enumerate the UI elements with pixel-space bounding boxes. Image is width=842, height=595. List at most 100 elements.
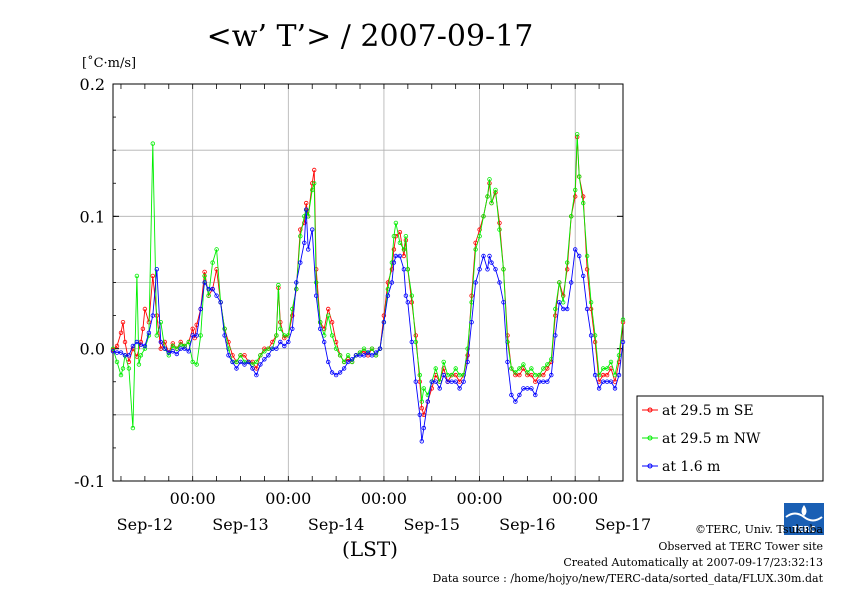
data-point: [612, 372, 618, 378]
legend-label: at 29.5 m SE: [662, 403, 754, 419]
created-text: Created Automatically at 2007-09-17/23:3…: [563, 556, 823, 569]
data-point: [513, 370, 518, 375]
data-point: [501, 300, 506, 305]
data-point: [588, 333, 594, 338]
data-point: [274, 346, 279, 351]
data-point: [120, 320, 126, 325]
series-line: [112, 209, 624, 442]
data-point: [114, 343, 120, 349]
data-point: [329, 320, 335, 325]
data-point: [118, 372, 124, 378]
data-point: [513, 372, 518, 378]
x-tick-date-label: Sep-15: [404, 515, 460, 534]
data-point: [497, 227, 502, 232]
data-point: [226, 339, 231, 345]
x-tick-date-label: Sep-16: [499, 515, 555, 534]
data-point: [182, 343, 187, 349]
y-tick-label: 0.0: [80, 340, 105, 359]
data-point: [565, 306, 570, 312]
data-point: [457, 386, 462, 391]
data-point: [401, 267, 407, 272]
data-point: [226, 346, 231, 351]
x-tick-date-label: Sep-13: [212, 515, 268, 534]
data-point: [194, 362, 199, 367]
data-point: [369, 346, 375, 351]
legend-swatch-marker: [647, 407, 653, 413]
data-point: [465, 353, 470, 358]
observed-text: Observed at TERC Tower site: [658, 540, 823, 553]
data-point: [573, 247, 578, 252]
y-tick-label: 0.1: [80, 207, 105, 226]
data-point: [341, 366, 347, 371]
data-point: [238, 359, 243, 365]
data-point: [274, 333, 279, 338]
terc-logo: TERC: [784, 503, 824, 535]
data-point: [441, 372, 446, 378]
data-point: [377, 346, 383, 351]
data-point: [298, 233, 303, 239]
x-axis-ticks: 00:00 00:00 00:00 00:00 00:00 Sep-12 Sep-13 Sep…: [117, 84, 651, 534]
data-point: [441, 359, 446, 365]
data-point: [254, 359, 259, 365]
data-point: [469, 320, 474, 325]
data-point: [138, 342, 144, 347]
data-point: [421, 386, 426, 391]
data-point: [226, 353, 231, 358]
data-point: [493, 187, 498, 193]
data-point: [505, 339, 510, 345]
data-point: [122, 339, 128, 345]
data-point: [533, 379, 538, 384]
data-point: [162, 346, 167, 351]
data-point: [433, 379, 438, 384]
data-point: [312, 181, 317, 186]
data-point: [262, 349, 267, 354]
data-point: [417, 372, 422, 378]
data-point: [525, 386, 530, 391]
data-point: [218, 300, 223, 305]
data-point: [234, 366, 239, 371]
data-point: [616, 353, 622, 358]
data-point: [569, 214, 574, 219]
data-point: [413, 339, 418, 345]
data-point: [298, 227, 303, 232]
data-point: [401, 253, 407, 259]
data-point: [409, 293, 414, 298]
data-point: [485, 267, 490, 272]
x-tick-time-label: 00:00: [265, 489, 311, 508]
data-point: [529, 366, 534, 371]
data-point: [397, 240, 403, 245]
data-point: [600, 372, 606, 378]
data-point: [186, 339, 191, 345]
data-point: [361, 346, 367, 351]
data-point: [333, 372, 339, 378]
data-point: [521, 386, 526, 391]
data-point: [616, 372, 622, 378]
data-point: [278, 339, 283, 345]
data-point: [333, 346, 339, 351]
data-point: [391, 247, 397, 252]
source-text: Data source : /home/hojyo/new/TERC-data/…: [433, 572, 824, 585]
data-point: [365, 350, 371, 355]
data-point: [541, 372, 546, 378]
data-point: [194, 333, 199, 338]
data-point: [549, 372, 554, 378]
data-point: [369, 353, 375, 358]
data-point: [302, 220, 307, 226]
data-point: [329, 370, 335, 375]
data-point: [182, 346, 187, 351]
x-tick-time-label: 00:00: [552, 489, 598, 508]
data-point: [322, 339, 327, 345]
data-point: [391, 260, 397, 265]
data-point: [262, 357, 267, 362]
data-point: [314, 280, 319, 285]
data-point: [425, 399, 430, 404]
data-point: [210, 260, 215, 265]
legend-label: at 1.6 m: [662, 459, 720, 475]
data-point: [521, 362, 526, 367]
legend-box: [636, 395, 824, 482]
series-1: [110, 132, 626, 431]
data-point: [545, 362, 550, 367]
data-point: [198, 306, 203, 312]
data-point: [158, 339, 163, 345]
series-0: [110, 134, 626, 417]
